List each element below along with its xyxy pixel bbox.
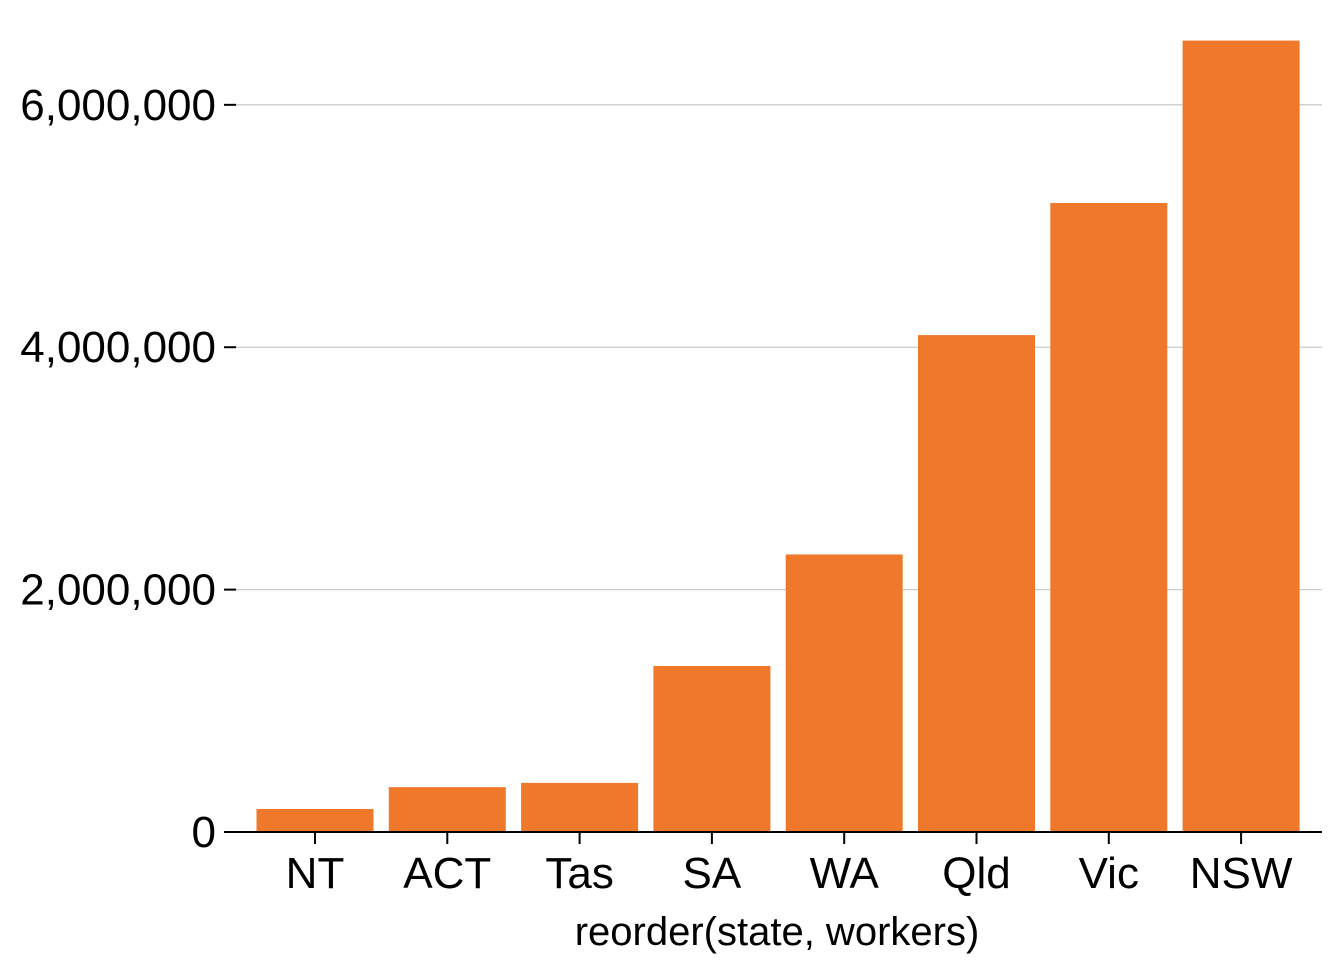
axes	[224, 103, 1322, 844]
y-tick-label: 6,000,000	[20, 81, 216, 130]
y-axis-tick-labels: 0 2,000,000 4,000,000 6,000,000	[20, 81, 216, 857]
bar-act	[388, 787, 506, 832]
bar-nt	[256, 808, 374, 832]
x-axis-title: reorder(state, workers)	[575, 910, 980, 954]
bar-sa	[653, 665, 771, 832]
bar-vic	[1050, 203, 1168, 832]
x-tick-label-nsw: NSW	[1190, 849, 1293, 898]
bar-wa	[785, 554, 903, 832]
bar-tas	[521, 782, 639, 832]
x-tick-label-wa: WA	[810, 849, 880, 898]
x-tick-label-qld: Qld	[942, 849, 1010, 898]
bars	[256, 40, 1300, 833]
x-tick-label-act: ACT	[403, 849, 491, 898]
bar-qld	[918, 335, 1035, 832]
y-tick-label: 2,000,000	[20, 566, 216, 615]
x-tick-label-vic: Vic	[1079, 849, 1139, 898]
x-axis-tick-labels: NT ACT Tas SA WA Qld Vic NSW	[286, 849, 1293, 898]
bar-nsw	[1182, 40, 1300, 833]
y-tick-label: 4,000,000	[20, 323, 216, 372]
x-tick-label-tas: Tas	[545, 849, 613, 898]
y-tick-label: 0	[192, 808, 216, 857]
x-tick-label-nt: NT	[286, 849, 345, 898]
x-tick-label-sa: SA	[683, 849, 742, 898]
